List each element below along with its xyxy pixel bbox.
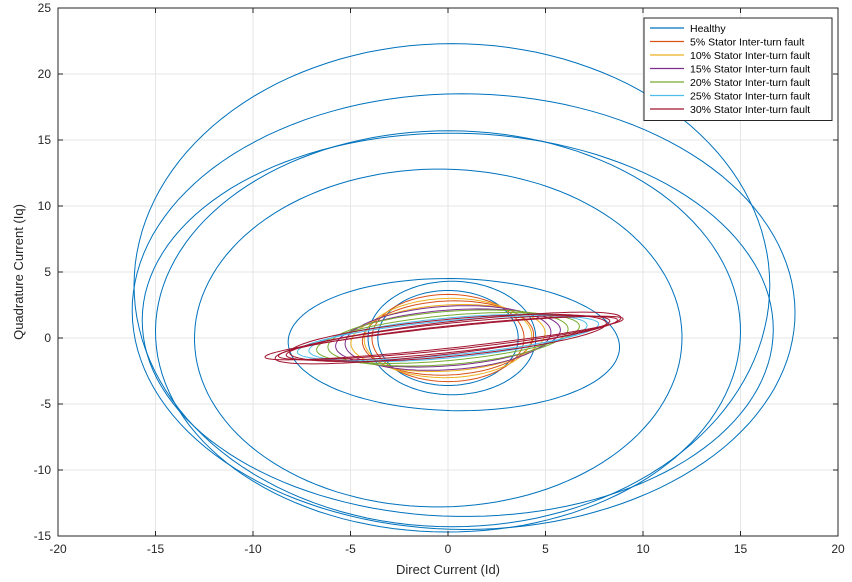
series-line (371, 293, 525, 383)
x-tick-label: -5 (345, 542, 356, 556)
series-line (141, 132, 774, 517)
legend-item: 10% Stator Inter-turn fault (650, 50, 810, 62)
legend-item: 25% Stator Inter-turn fault (650, 91, 810, 103)
y-tick-label: -5 (40, 397, 51, 411)
series-line (363, 297, 533, 379)
series-layer (131, 43, 796, 533)
y-tick-label: 25 (38, 1, 52, 15)
series-2 (350, 297, 546, 379)
series-line (335, 308, 561, 368)
x-tick-label: 5 (542, 542, 549, 556)
y-tick-label: 5 (44, 265, 51, 279)
legend-label: 5% Stator Inter-turn fault (690, 37, 804, 49)
legend-label: 30% Stator Inter-turn fault (690, 104, 810, 116)
x-tick-label: 0 (445, 542, 452, 556)
x-tick-label: -20 (49, 542, 67, 556)
legend-label: 10% Stator Inter-turn fault (690, 50, 810, 62)
series-line (296, 315, 600, 361)
series-line (264, 315, 624, 361)
series-0 (131, 43, 796, 533)
legend-label: 15% Stator Inter-turn fault (690, 64, 810, 76)
x-tick-label: -10 (244, 542, 262, 556)
x-tick-label: 15 (734, 542, 748, 556)
series-line (131, 93, 796, 531)
series-line (344, 305, 552, 371)
series-line (277, 315, 618, 361)
x-axis-label: Direct Current (Id) (396, 562, 500, 577)
legend-box (643, 17, 833, 121)
series-1 (361, 293, 535, 383)
legend-item: 30% Stator Inter-turn fault (650, 104, 810, 116)
series-4 (316, 309, 580, 367)
series-line (361, 300, 535, 376)
series-line (327, 309, 569, 367)
legend-item: 20% Stator Inter-turn fault (650, 77, 810, 89)
y-tick-labels: -15 -10 -5 0 5 10 15 20 25 (34, 1, 52, 543)
series-line (193, 168, 683, 508)
legend-item: Healthy (650, 23, 726, 35)
y-tick-label: 10 (38, 199, 52, 213)
y-axis-label: Quadrature Current (Iq) (11, 204, 26, 340)
series-line (316, 312, 580, 364)
y-tick-label: -15 (34, 529, 52, 543)
series-line (154, 130, 742, 533)
ticks (57, 7, 839, 537)
series-3 (335, 305, 561, 371)
series-line (287, 277, 620, 412)
series-line (274, 311, 622, 365)
y-tick-label: 20 (38, 67, 52, 81)
series-line (350, 304, 546, 372)
x-tick-label: 10 (636, 542, 650, 556)
series-6 (264, 311, 624, 365)
legend-item: 15% Stator Inter-turn fault (650, 64, 810, 76)
y-tick-label: -10 (34, 463, 52, 477)
x-tick-label: 20 (831, 542, 845, 556)
y-tick-label: 0 (44, 331, 51, 345)
x-tick-label: -15 (147, 542, 165, 556)
series-line (285, 315, 611, 361)
y-tick-label: 15 (38, 133, 52, 147)
legend-label: Healthy (690, 23, 726, 35)
series-line (367, 280, 537, 396)
legend-label: 25% Stator Inter-turn fault (690, 91, 810, 103)
legend-item: 5% Stator Inter-turn fault (650, 37, 804, 49)
legend-label: 20% Stator Inter-turn fault (690, 77, 810, 89)
series-line (377, 290, 519, 386)
x-tick-labels: -20 -15 -10 -5 0 5 10 15 20 (49, 542, 845, 556)
